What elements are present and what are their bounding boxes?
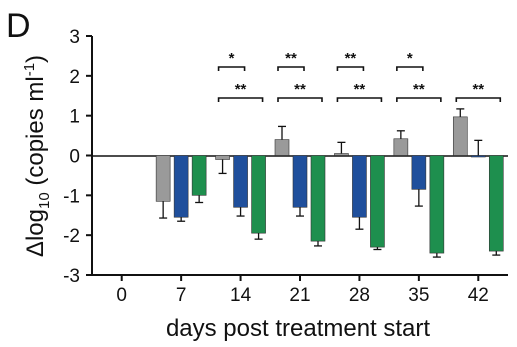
bar bbox=[251, 155, 266, 234]
bar bbox=[452, 116, 468, 156]
y-axis-title-unit: (copies ml bbox=[22, 76, 49, 192]
y-tick-label: 3 bbox=[69, 27, 80, 48]
y-tick-label: 1 bbox=[69, 107, 80, 128]
significance-bracket bbox=[396, 97, 442, 102]
y-tick-label: -1 bbox=[63, 186, 80, 207]
significance-label: ** bbox=[472, 81, 484, 98]
x-tick-label: 28 bbox=[349, 285, 370, 306]
significance-bracket bbox=[277, 66, 305, 71]
y-tick-label: -2 bbox=[63, 226, 80, 247]
x-axis bbox=[92, 274, 508, 281]
bar bbox=[155, 155, 171, 202]
bars-group bbox=[155, 108, 504, 258]
y-axis-title: Δlog10 (copies ml-1) bbox=[21, 55, 53, 257]
bar bbox=[191, 155, 207, 196]
bar bbox=[393, 138, 409, 156]
significance-bracket bbox=[217, 66, 246, 71]
x-tick-label: 0 bbox=[116, 285, 127, 306]
y-axis bbox=[86, 35, 93, 276]
significance-label: ** bbox=[413, 81, 425, 98]
bar bbox=[310, 155, 326, 242]
bar bbox=[488, 155, 504, 252]
y-tick-labels: 3 2 1 0 -1 -2 -3 bbox=[63, 27, 80, 287]
y-axis-title-subscript: 10 bbox=[36, 192, 53, 209]
significance-bracket bbox=[396, 66, 424, 71]
bar bbox=[429, 155, 445, 254]
bar bbox=[370, 155, 385, 248]
y-axis-title-prefix: Δlog bbox=[22, 209, 49, 257]
significance-bracket bbox=[336, 97, 383, 102]
significance-bracket bbox=[336, 66, 365, 71]
bar bbox=[470, 155, 486, 158]
significance-bracket bbox=[277, 97, 323, 102]
x-tick-label: 7 bbox=[176, 285, 187, 306]
y-tick-label: -3 bbox=[63, 266, 80, 287]
x-tick-label: 14 bbox=[230, 285, 252, 306]
significance-bracket bbox=[455, 97, 502, 102]
significance-label: * bbox=[229, 50, 235, 67]
x-tick-labels: 0 7 14 21 28 35 42 bbox=[116, 285, 488, 306]
significance-label: ** bbox=[285, 50, 297, 67]
y-axis-title-close: ) bbox=[22, 55, 49, 63]
x-tick-label: 35 bbox=[408, 285, 429, 306]
bar bbox=[215, 155, 230, 160]
significance-label: * bbox=[407, 50, 413, 67]
y-tick-label: 2 bbox=[69, 67, 80, 88]
x-tick-label: 42 bbox=[468, 285, 489, 306]
x-tick-label: 21 bbox=[289, 285, 310, 306]
x-axis-title: days post treatment start bbox=[166, 315, 430, 342]
significance-label: ** bbox=[235, 81, 247, 98]
significance-group: ************** ** bbox=[217, 50, 502, 102]
bar bbox=[352, 155, 367, 218]
significance-label: ** bbox=[345, 50, 357, 67]
bar bbox=[274, 139, 290, 156]
bar bbox=[334, 153, 349, 156]
y-axis-title-superscript: -1 bbox=[21, 63, 38, 76]
bar bbox=[292, 155, 308, 208]
bar bbox=[411, 155, 427, 190]
bar bbox=[233, 155, 248, 208]
y-tick-label: 0 bbox=[69, 147, 80, 168]
significance-bracket bbox=[217, 97, 264, 102]
panel-label: D bbox=[6, 7, 31, 45]
bar bbox=[173, 155, 189, 218]
significance-label: ** bbox=[354, 81, 366, 98]
significance-label: ** bbox=[294, 81, 306, 98]
